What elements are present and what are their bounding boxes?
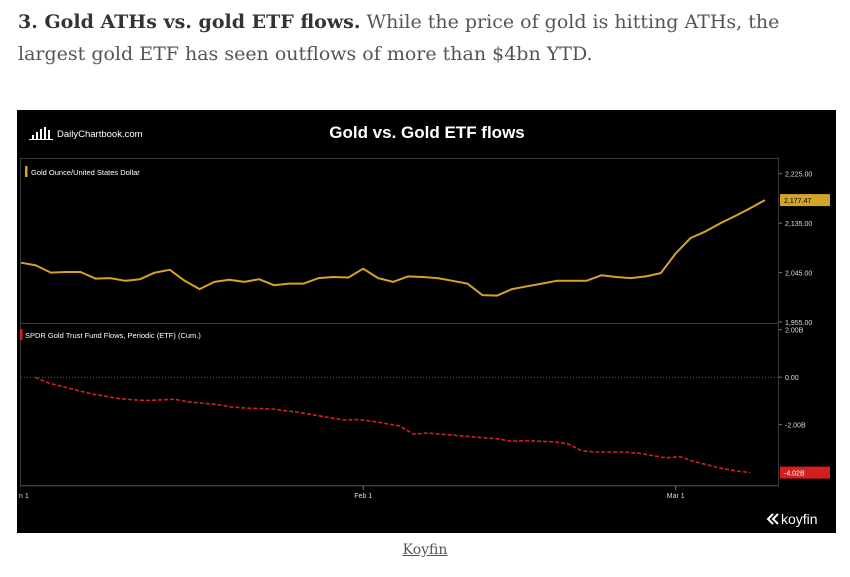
dailychartbook-logo	[29, 127, 53, 140]
article-paragraph: 3. Gold ATHs vs. gold ETF flows. While t…	[18, 6, 833, 70]
gold-price-line	[20, 199, 766, 297]
top-legend-swatch	[25, 166, 28, 177]
gold-last-value-badge	[780, 194, 830, 207]
logo-bar-5	[48, 130, 50, 139]
koyfin-logo-icon	[766, 513, 779, 525]
chart-container: DailyChartbook.com Gold vs. Gold ETF flo…	[17, 110, 836, 533]
x-tick-label: n 1	[19, 493, 29, 500]
x-tick-label: Mar 1	[667, 493, 685, 500]
bottom-y-tick-label: 0.00	[785, 375, 799, 382]
bottom-panel-frame	[20, 323, 779, 486]
article-body: While the price of gold is hitting ATHs,…	[18, 11, 780, 65]
logo-bar-1	[32, 135, 34, 139]
bottom-y-tick-label: -2.00B	[785, 423, 806, 430]
etf-flows-line	[34, 376, 751, 474]
chart-svg: DailyChartbook.com Gold vs. Gold ETF flo…	[19, 123, 830, 527]
brand-right-text: koyfin	[781, 511, 818, 527]
chart-caption: Koyfin	[0, 542, 850, 558]
article-heading: 3. Gold ATHs vs. gold ETF flows.	[18, 11, 361, 33]
top-y-tick-label: 1,955.00	[785, 320, 812, 327]
etf-last-value-badge	[780, 466, 830, 479]
top-y-tick-label: 2,045.00	[785, 271, 812, 278]
chart-title: Gold vs. Gold ETF flows	[329, 123, 525, 142]
logo-bar-2	[36, 132, 38, 139]
logo-bar-3	[40, 129, 42, 139]
top-y-tick-label: 2,135.00	[785, 221, 812, 228]
bottom-legend-label: SPDR Gold Trust Fund Flows, Periodic (ET…	[25, 331, 201, 340]
gold-last-value-label: 2,177.47	[784, 198, 811, 205]
bottom-y-tick-label: 2.00B	[785, 328, 804, 335]
brand-left-text: DailyChartbook.com	[57, 129, 143, 140]
etf-last-value-label: -4.02B	[784, 471, 805, 478]
logo-bar-4	[44, 127, 46, 139]
top-y-tick-label: 2,225.00	[785, 172, 812, 179]
top-legend-label: Gold Ounce/United States Dollar	[31, 168, 140, 177]
x-tick-label: Feb 1	[354, 493, 372, 500]
bottom-legend-swatch	[20, 329, 23, 340]
source-link[interactable]: Koyfin	[402, 542, 448, 558]
top-panel-frame	[20, 158, 779, 324]
